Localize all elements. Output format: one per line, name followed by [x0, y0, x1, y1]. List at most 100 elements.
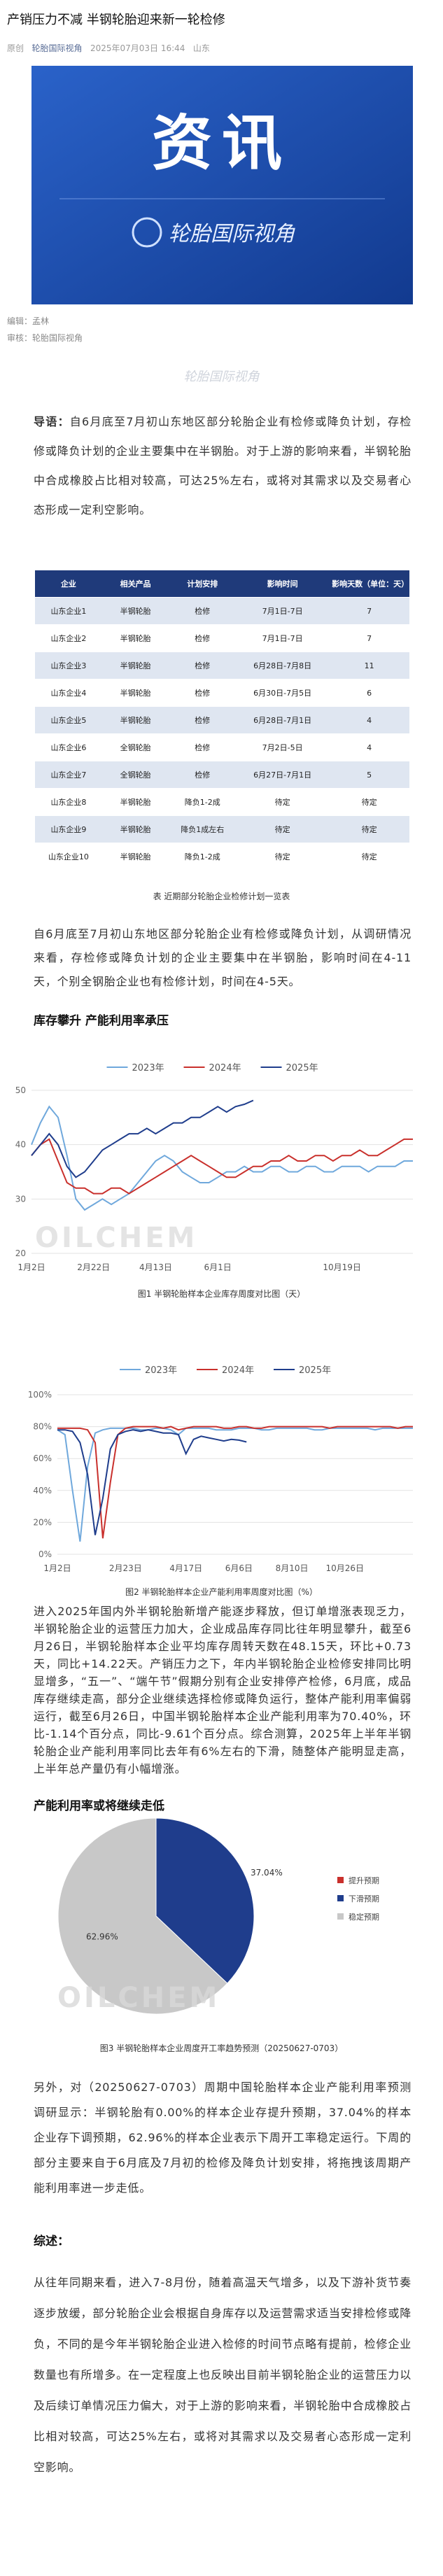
series-line [57, 1427, 413, 1542]
slice-label: 37.04% [251, 1868, 283, 1878]
table-cell: 7月2日-5日 [236, 733, 330, 761]
chart: 提升预期 37.04% 下滑预期 62.96% 稳定预期 OILCHEM [57, 1817, 379, 2015]
intro: 导语：自6月底至7月初山东地区部分轮胎企业有检修或降负计划，存检修或降负计划的企… [34, 407, 412, 525]
legend-swatch [337, 1913, 344, 1920]
table-cell: 检修 [169, 679, 237, 707]
summary-label: 综述： [34, 2234, 69, 2248]
legend-label: 提升预期 [349, 1876, 379, 1885]
x-tick-label: 4月13日 [139, 1262, 172, 1272]
y-tick-label: 30 [15, 1194, 26, 1204]
logo-icon [132, 217, 162, 248]
table-cell: 山东企业3 [35, 652, 102, 680]
legend-label: 2024年 [209, 1063, 241, 1074]
table-cell: 7 [329, 624, 409, 652]
table-cell: 山东企业8 [35, 788, 102, 816]
table-cell: 4 [329, 706, 409, 734]
column-header: 计划安排 [169, 570, 237, 598]
table-cell: 降负1-2成 [169, 843, 237, 871]
watermark: OILCHEM [57, 1982, 220, 2014]
table-cell: 半钢轮胎 [101, 624, 169, 652]
section-heading: 库存攀升 产能利用率承压 [34, 1014, 169, 1028]
table-cell: 6月27日-7月1日 [236, 761, 330, 789]
table-row: 山东企业3 半钢轮胎 检修 6月28日-7月8日 11 [35, 652, 409, 680]
paragraph: 自6月底至7月初山东地区部分轮胎企业有检修或降负计划，从调研情况来看，存检修或降… [34, 927, 412, 988]
y-tick-label: 0% [38, 1549, 52, 1559]
logo-watermark: 轮胎国际视角 [183, 369, 260, 384]
x-tick-label: 2月23日 [109, 1563, 142, 1573]
reviewer: 审核：轮胎国际视角 [7, 333, 83, 343]
publish-date: 2025年07月03日 16:44 [90, 43, 185, 53]
table-caption: 表 近期部分轮胎企业检修计划一览表 [153, 892, 290, 901]
y-tick-label: 60% [33, 1454, 52, 1463]
schedule-table: 企业 相关产品 计划安排 影响时间 影响天数（单位：天） 山东企业1 半钢轮胎 检修 7月1日-… [35, 570, 409, 871]
location: 山东 [192, 43, 210, 53]
table-cell: 7 [329, 597, 409, 625]
legend-label: 2024年 [222, 1365, 254, 1376]
table-cell: 待定 [329, 843, 409, 871]
x-tick-label: 6月1日 [204, 1262, 232, 1272]
x-tick-label: 10月19日 [323, 1262, 361, 1272]
table-row: 山东企业7 全钢轮胎 检修 6月27日-7月1日 5 [35, 761, 409, 789]
original-tag: 原创 [7, 43, 24, 53]
account-name[interactable]: 轮胎国际视角 [31, 43, 83, 53]
y-tick-label: 50 [15, 1085, 26, 1095]
legend-label: 2025年 [286, 1063, 318, 1074]
table-cell: 7月1日-7日 [236, 597, 330, 625]
table-cell: 半钢轮胎 [101, 597, 169, 625]
table-cell: 7月1日-7日 [236, 624, 330, 652]
legend-label: 2023年 [145, 1365, 177, 1376]
table-cell: 待定 [329, 788, 409, 816]
y-tick-label: 20 [15, 1248, 26, 1258]
table-cell: 半钢轮胎 [101, 679, 169, 707]
x-tick-label: 4月17日 [169, 1563, 202, 1573]
y-tick-label: 100% [28, 1390, 52, 1400]
table-cell: 降负1-2成 [169, 788, 237, 816]
table-cell: 山东企业4 [35, 679, 102, 707]
intro-text: 自6月底至7月初山东地区部分轮胎企业有检修或降负计划，存检修或降负计划的企业主要… [34, 415, 412, 516]
chart: 0% 20% 40% 60% 80% 100% 1月2日 2月23日 4月17日 6月6日 8月10… [28, 1365, 413, 1573]
table-cell: 检修 [169, 652, 237, 680]
table-cell: 5 [329, 761, 409, 789]
table-cell: 全钢轮胎 [101, 761, 169, 789]
series-line [31, 1099, 254, 1178]
legend-label: 2023年 [132, 1063, 164, 1074]
table-cell: 6月28日-7月1日 [236, 706, 330, 734]
table-cell: 半钢轮胎 [101, 788, 169, 816]
summary-text: 从往年同期来看，进入7-8月份，随着高温天气增多，以及下游补货节奏逐步放缓，部分… [34, 2276, 412, 2474]
table-cell: 检修 [169, 624, 237, 652]
x-tick-label: 1月2日 [43, 1563, 71, 1573]
legend-swatch [337, 1895, 344, 1901]
legend-swatch [337, 1877, 344, 1883]
table-cell: 待定 [329, 815, 409, 843]
table-row: 山东企业6 全钢轮胎 检修 7月2日-5日 4 [35, 733, 409, 761]
table-cell: 半钢轮胎 [101, 652, 169, 680]
series-line [31, 1138, 413, 1195]
table-cell: 检修 [169, 761, 237, 789]
table-cell: 检修 [169, 733, 237, 761]
table-cell: 山东企业10 [35, 843, 102, 871]
table-row: 山东企业4 半钢轮胎 检修 6月30日-7月5日 6 [35, 679, 409, 707]
column-header: 企业 [35, 570, 102, 598]
table-cell: 检修 [169, 706, 237, 734]
table-row: 山东企业9 半钢轮胎 降负1成左右 待定 待定 [35, 815, 409, 843]
chart-caption: 图3 半钢轮胎样本企业周度开工率趋势预测（20250627-0703） [99, 2043, 344, 2053]
y-tick-label: 80% [33, 1422, 52, 1432]
x-tick-label: 6月6日 [225, 1563, 253, 1573]
table-cell: 检修 [169, 597, 237, 625]
table-row: 山东企业2 半钢轮胎 检修 7月1日-7日 7 [35, 624, 409, 652]
editor: 编辑：孟林 [7, 316, 50, 326]
intro-label: 导语： [34, 415, 70, 428]
chart: OILCHEM 20 30 40 50 1月2日 2月22日 4月13日 6月1日 10月19日 2… [15, 1063, 413, 1272]
y-tick-label: 20% [33, 1517, 52, 1527]
x-tick-label: 10月26日 [325, 1563, 364, 1573]
y-tick-label: 40 [15, 1140, 26, 1150]
chart-caption: 图2 半钢轮胎样本企业产能利用率周度对比图（%） [125, 1587, 318, 1597]
table-body: 山东企业1 半钢轮胎 检修 7月1日-7日 7 山东企业2 半钢轮胎 检修 7月1日-7日 7 山东… [35, 597, 409, 871]
table-cell: 山东企业1 [35, 597, 102, 625]
table-cell: 6月30日-7月5日 [236, 679, 330, 707]
table-cell: 山东企业6 [35, 733, 102, 761]
table-header: 企业 相关产品 计划安排 影响时间 影响天数（单位：天） [35, 570, 409, 598]
pie-slice [155, 1817, 255, 1984]
x-tick-label: 1月2日 [17, 1262, 45, 1272]
